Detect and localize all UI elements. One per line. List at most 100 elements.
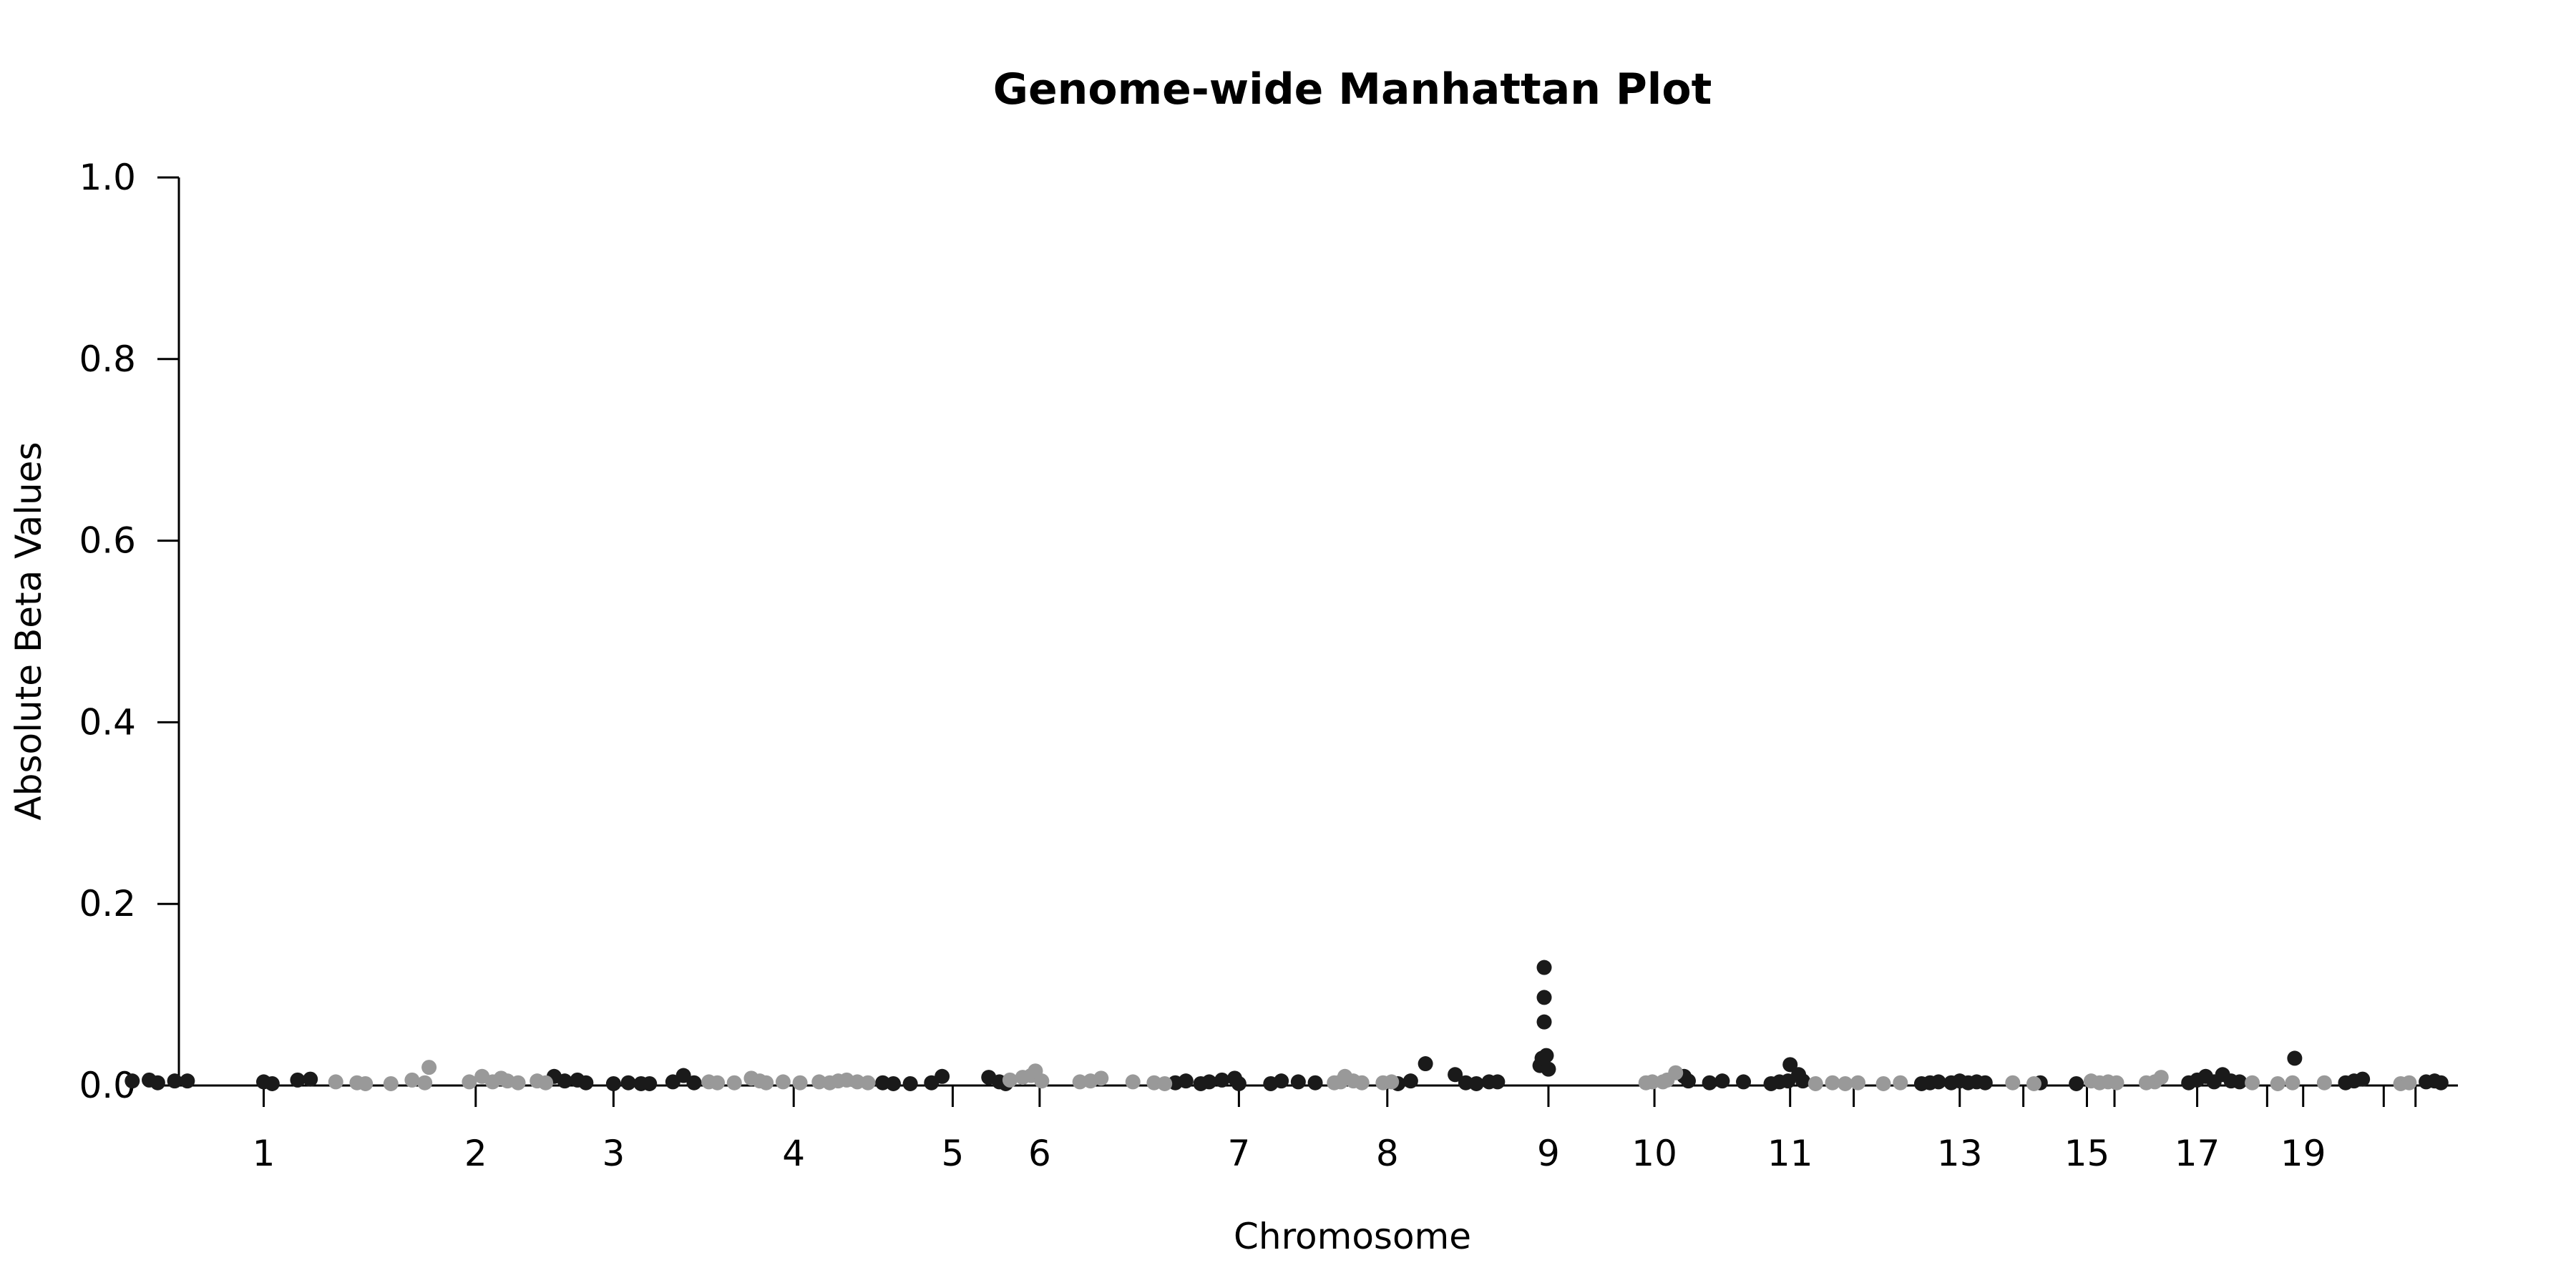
data-point [1795, 1073, 1810, 1089]
data-point [935, 1068, 950, 1084]
data-point [2232, 1074, 2248, 1090]
data-point [1231, 1075, 1246, 1091]
data-point [1002, 1072, 1018, 1088]
data-point [2355, 1071, 2371, 1087]
data-point [1468, 1075, 1484, 1091]
chart-title: Genome-wide Manhattan Plot [993, 64, 1712, 114]
data-point [462, 1074, 477, 1090]
data-point [510, 1075, 526, 1091]
data-point [605, 1075, 621, 1091]
data-point [792, 1075, 808, 1091]
data-point [1644, 1074, 1660, 1090]
data-point [1931, 1074, 1946, 1090]
data-point [150, 1075, 165, 1091]
data-point [1384, 1074, 1400, 1090]
data-point [290, 1072, 306, 1088]
data-point [1536, 990, 1552, 1005]
data-point [1448, 1067, 1463, 1083]
data-point [775, 1074, 791, 1090]
data-point [1536, 1014, 1552, 1030]
data-point [1536, 960, 1552, 975]
data-point [2316, 1075, 2332, 1091]
data-point [2433, 1075, 2449, 1091]
data-point [1418, 1056, 1433, 1072]
x-tick-label: 6 [1028, 1133, 1051, 1174]
data-point [167, 1073, 182, 1089]
data-point [758, 1075, 774, 1091]
data-point [557, 1073, 572, 1089]
data-point [2245, 1075, 2260, 1091]
y-tick-label: 0.6 [79, 520, 136, 562]
x-tick-label: 9 [1537, 1133, 1560, 1174]
x-tick-label: 15 [2064, 1133, 2110, 1174]
data-point [2153, 1070, 2169, 1085]
data-point [1782, 1057, 1798, 1073]
data-point [1157, 1075, 1173, 1091]
data-point [885, 1075, 901, 1091]
data-point [1807, 1075, 1823, 1091]
data-point [1850, 1075, 1866, 1091]
data-point [417, 1075, 433, 1091]
data-point [358, 1075, 374, 1091]
data-point [538, 1075, 554, 1091]
x-tick-label: 13 [1937, 1133, 1983, 1174]
data-point [180, 1073, 195, 1089]
x-tick-label: 7 [1227, 1133, 1250, 1174]
data-point [860, 1075, 876, 1091]
data-point [421, 1060, 437, 1075]
x-tick-label: 1 [253, 1133, 275, 1174]
data-point [710, 1075, 726, 1091]
data-point [2285, 1075, 2301, 1091]
y-axis: 0.00.20.40.60.81.0 [79, 157, 180, 1106]
data-point [1681, 1073, 1697, 1089]
data-point [1875, 1075, 1891, 1091]
data-point [264, 1075, 280, 1091]
data-point [1702, 1075, 1717, 1091]
data-point [1274, 1073, 1289, 1089]
x-tick-label: 5 [942, 1133, 965, 1174]
data-point [1893, 1075, 1908, 1091]
data-point [1178, 1073, 1194, 1089]
data-point [1538, 1048, 1554, 1063]
x-axis-label: Chromosome [1234, 1216, 1471, 1257]
data-point [2109, 1075, 2124, 1091]
y-axis-label: Absolute Beta Values [8, 442, 49, 821]
data-point [2287, 1050, 2303, 1066]
y-tick-label: 0.4 [79, 701, 136, 743]
data-point [2026, 1075, 2041, 1091]
x-tick-label: 4 [782, 1133, 805, 1174]
data-point [1977, 1075, 1993, 1091]
data-point [726, 1075, 742, 1091]
data-point [1290, 1074, 1306, 1090]
data-point [1214, 1072, 1230, 1088]
x-tick-label: 19 [2280, 1133, 2326, 1174]
data-point [902, 1075, 918, 1091]
data-point [2270, 1075, 2285, 1091]
data-point [1354, 1075, 1370, 1091]
data-point [2069, 1075, 2084, 1091]
data-point [1093, 1070, 1109, 1086]
data-point [383, 1075, 399, 1091]
data-point [675, 1068, 691, 1083]
y-tick-label: 0.2 [79, 883, 136, 924]
x-tick-label: 17 [2175, 1133, 2220, 1174]
data-point [1307, 1075, 1323, 1091]
data-point [1490, 1074, 1506, 1090]
data-point [2005, 1075, 2021, 1091]
x-axis: 1 2 3 4 5 6 7 8 9 10 11 13 15 17 19 [179, 1084, 2458, 1174]
data-point [2401, 1075, 2417, 1091]
data-point [1125, 1074, 1141, 1090]
data-point [125, 1073, 140, 1089]
data-point [1825, 1075, 1840, 1091]
data-point [303, 1071, 318, 1087]
y-tick-label: 0.8 [79, 338, 136, 380]
x-tick-label: 3 [602, 1133, 625, 1174]
data-points [125, 960, 2449, 1091]
x-tick-label: 8 [1376, 1133, 1399, 1174]
data-point [1668, 1065, 1684, 1080]
data-point [686, 1075, 702, 1091]
data-point [1838, 1075, 1853, 1091]
data-point [1541, 1061, 1556, 1077]
data-point [404, 1072, 420, 1088]
